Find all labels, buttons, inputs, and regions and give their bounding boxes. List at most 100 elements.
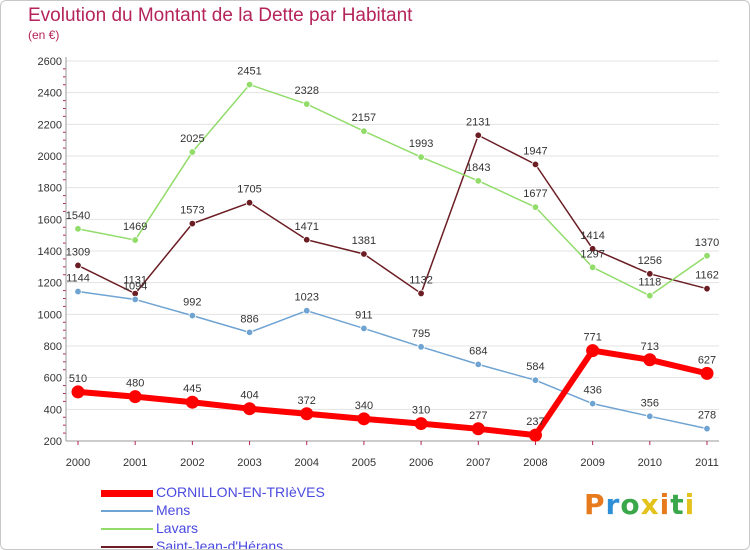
y-tick-label: 1600 — [38, 214, 62, 226]
data-point — [360, 324, 368, 333]
series-line — [77, 347, 708, 439]
logo-letter: t — [670, 488, 685, 521]
data-point — [303, 236, 311, 244]
legend-item: Mens — [101, 502, 361, 519]
legend-item: CORNILLON-EN-TRIèVES — [101, 484, 361, 501]
data-point — [646, 270, 654, 278]
data-point — [360, 250, 368, 258]
data-label: 277 — [469, 410, 487, 422]
data-point — [303, 100, 311, 108]
x-tick-label: 2008 — [523, 457, 547, 469]
data-label: 886 — [240, 313, 258, 325]
data-label: 713 — [641, 341, 659, 353]
y-tick-label: 2400 — [38, 88, 62, 100]
data-label: 480 — [126, 378, 144, 390]
data-label: 1309 — [66, 246, 90, 258]
y-tick-labels: 200 400 600 800 1000 1200 1400 1600 1800 2000 2200… — [38, 56, 62, 448]
data-point — [700, 366, 714, 380]
data-label: 771 — [583, 332, 601, 344]
data-label: 1705 — [237, 184, 261, 196]
data-point — [474, 177, 482, 185]
data-label: 1414 — [580, 230, 604, 242]
data-label: 310 — [412, 405, 430, 417]
data-label: 1947 — [523, 145, 547, 157]
data-point — [245, 199, 254, 207]
data-point — [531, 376, 540, 384]
x-tick-label: 2003 — [237, 457, 261, 469]
logo-letter: o — [620, 488, 641, 521]
logo-letter: P — [584, 488, 606, 521]
x-tick-label: 2010 — [638, 457, 662, 469]
x-tick-label: 2005 — [352, 457, 376, 469]
data-point — [360, 127, 368, 135]
y-tick-label: 1400 — [38, 246, 62, 258]
data-label: 2131 — [466, 116, 490, 128]
data-label: 1540 — [66, 210, 90, 222]
data-label: 340 — [355, 400, 373, 412]
data-label: 584 — [526, 361, 544, 373]
data-label: 627 — [698, 354, 716, 366]
data-point — [74, 261, 82, 270]
chart-subtitle: (en €) — [28, 28, 60, 42]
data-point — [188, 219, 197, 228]
data-label: 1162 — [695, 270, 719, 282]
proxiti-logo: Proxiti — [584, 488, 695, 521]
logo-letter: i — [684, 488, 696, 521]
series-line — [77, 290, 708, 430]
legend-item: Saint-Jean-d'Hérans — [101, 538, 361, 550]
legend-item: Lavars — [101, 520, 361, 537]
data-point — [185, 395, 199, 409]
data-point — [71, 385, 85, 399]
legend-label: Mens — [156, 502, 191, 518]
data-label: 1144 — [66, 273, 90, 285]
data-point — [303, 306, 311, 315]
data-label: 1131 — [123, 275, 147, 287]
data-point — [417, 153, 425, 161]
data-label: 684 — [469, 345, 487, 357]
data-label: 1023 — [294, 292, 318, 304]
data-label: 237 — [526, 416, 544, 428]
legend-label: Saint-Jean-d'Hérans — [156, 538, 284, 550]
data-label: 2025 — [180, 133, 204, 145]
y-tick-label: 1200 — [38, 278, 62, 290]
data-point — [703, 252, 711, 260]
data-label: 1297 — [580, 248, 604, 260]
data-point — [531, 203, 540, 211]
y-tick-label: 2600 — [38, 56, 62, 68]
x-tick-label: 2002 — [180, 457, 204, 469]
data-label: 1118 — [638, 277, 661, 289]
data-point — [243, 402, 257, 416]
data-label: 1381 — [352, 235, 376, 247]
data-label: 1469 — [123, 221, 147, 233]
data-point — [128, 390, 142, 404]
data-label: 2328 — [294, 85, 318, 97]
data-point — [357, 412, 371, 426]
legend-swatch — [101, 528, 153, 530]
data-label: 992 — [183, 297, 201, 309]
data-point — [74, 287, 82, 296]
data-label: 510 — [69, 373, 87, 385]
data-label: 1677 — [523, 188, 547, 200]
data-point — [531, 160, 540, 169]
data-point — [646, 291, 654, 300]
data-point — [131, 236, 139, 244]
legend-swatch — [101, 546, 153, 548]
data-label: 1471 — [294, 221, 318, 233]
data-label: 1993 — [409, 138, 433, 150]
data-label: 1256 — [638, 255, 662, 267]
axes — [63, 57, 719, 445]
logo-letter: r — [605, 488, 621, 521]
series-line — [77, 83, 708, 297]
y-tick-label: 800 — [44, 341, 62, 353]
data-point — [417, 289, 425, 298]
data-point — [471, 422, 485, 436]
data-label: 404 — [240, 390, 258, 402]
series-lines — [71, 80, 714, 442]
y-tick-label: 2200 — [38, 119, 62, 131]
data-label: 1094 — [123, 280, 147, 292]
legend-label: Lavars — [156, 520, 199, 536]
data-point — [474, 131, 482, 139]
data-label: 2157 — [352, 112, 376, 124]
